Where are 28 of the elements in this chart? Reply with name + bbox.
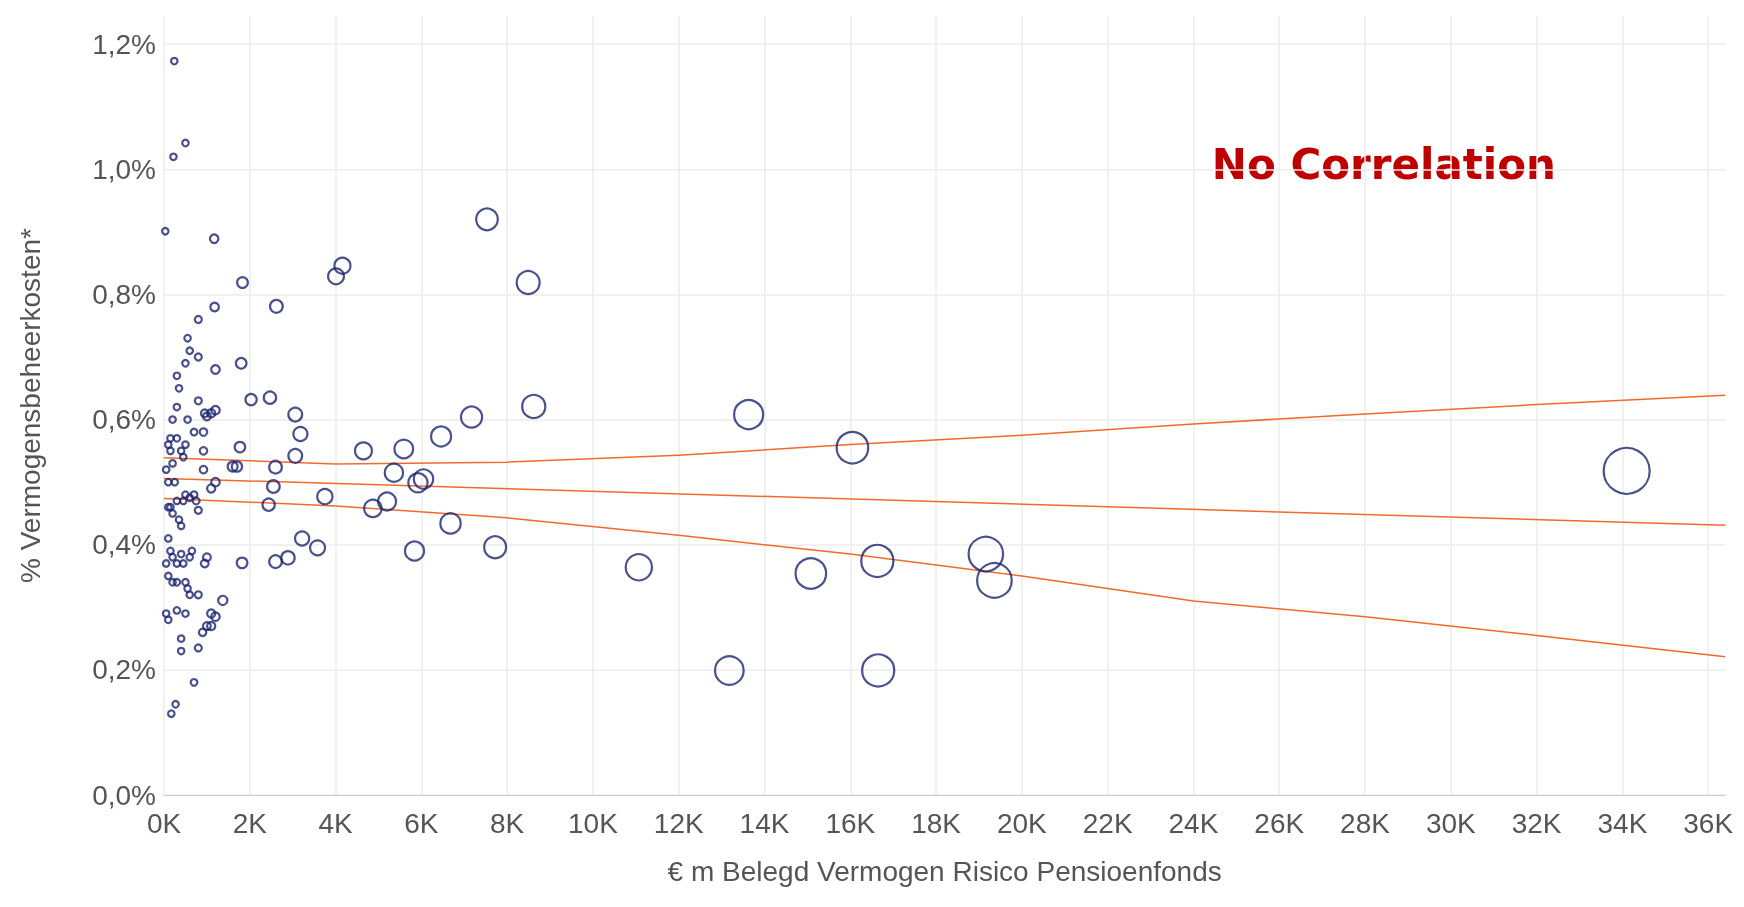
x-tick-label: 4K xyxy=(318,807,354,839)
x-tick-label: 18K xyxy=(911,807,962,839)
x-tick-label: 12K xyxy=(653,807,704,839)
x-tick-label: 2K xyxy=(232,807,268,839)
x-tick-label: 10K xyxy=(568,807,619,839)
x-tick-label: 32K xyxy=(1511,807,1562,839)
annotation: No Correlation xyxy=(1211,139,1556,189)
x-tick-label: 14K xyxy=(739,807,790,839)
y-tick-label: 0,2% xyxy=(92,654,156,686)
y-tick-label: 0,6% xyxy=(92,404,156,436)
y-tick-label: 1,0% xyxy=(92,153,156,185)
line-series xyxy=(163,394,1727,465)
x-tick-label: 34K xyxy=(1597,807,1648,839)
x-tick-label: 30K xyxy=(1425,807,1477,839)
x-tick-label: 20K xyxy=(996,807,1048,839)
y-tick-label: 1,2% xyxy=(92,28,156,60)
x-axis-title: € m Belegd Vermogen Risico Pensioenfonds xyxy=(667,855,1222,887)
x-tick-label: 22K xyxy=(1082,807,1133,839)
x-tick-label: 26K xyxy=(1254,807,1305,839)
x-tick-label: 36K xyxy=(1683,807,1734,839)
y-tick-label: 0,4% xyxy=(92,529,156,561)
y-axis-title: % Vermogensbeheerkosten* xyxy=(14,227,46,583)
y-tick-label: 0,8% xyxy=(92,278,156,310)
x-tick-label: 8K xyxy=(490,807,525,839)
x-tick-label: 6K xyxy=(404,807,439,839)
x-tick-label: 28K xyxy=(1340,807,1391,839)
x-tick-label: 24K xyxy=(1168,807,1219,839)
x-tick-label: 16K xyxy=(825,807,876,839)
